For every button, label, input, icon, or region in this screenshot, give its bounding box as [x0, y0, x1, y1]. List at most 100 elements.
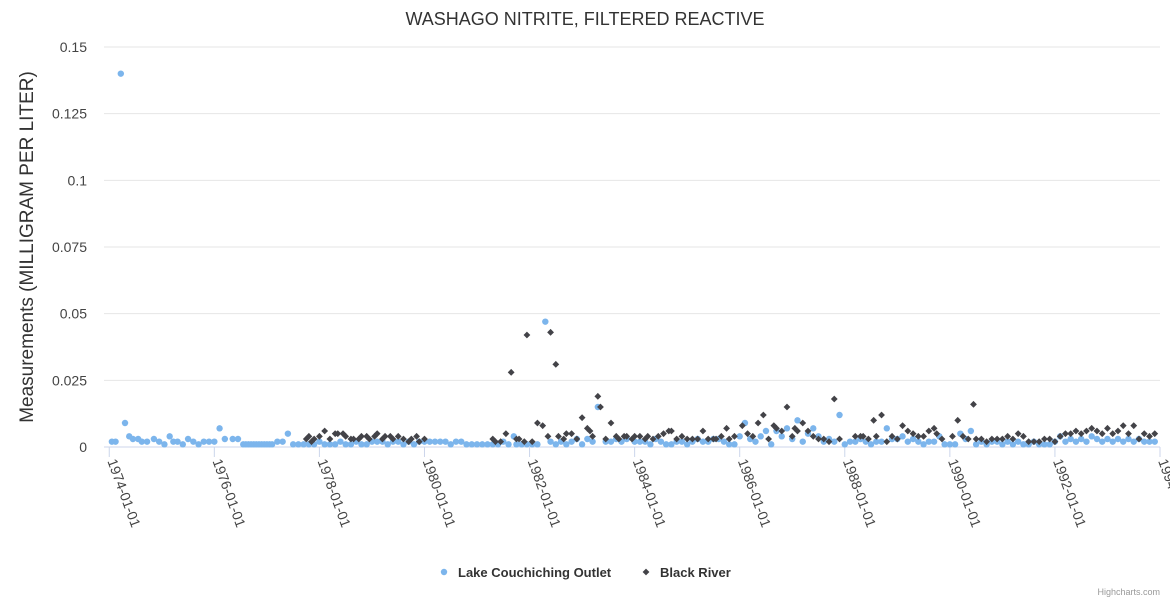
data-point [560, 435, 568, 443]
data-point [972, 435, 980, 443]
data-point [284, 430, 292, 437]
data-point [830, 395, 838, 403]
data-point [615, 435, 623, 443]
data-point [573, 435, 581, 443]
data-point [762, 427, 770, 435]
data-point [505, 441, 512, 448]
data-point [712, 435, 720, 443]
legend[interactable]: Lake Couchiching Outlet Black River [440, 565, 731, 580]
data-point [883, 438, 891, 446]
data-point [563, 441, 570, 448]
data-point [914, 432, 922, 440]
data-point [143, 438, 151, 445]
data-point [484, 441, 491, 448]
data-point [373, 438, 381, 445]
data-point [200, 438, 208, 445]
data-point [725, 435, 733, 443]
data-point [447, 441, 454, 448]
data-point [1077, 430, 1085, 438]
data-point [1014, 438, 1022, 445]
data-point [1114, 427, 1122, 435]
data-point [636, 438, 644, 445]
data-point [759, 411, 767, 419]
data-point [988, 435, 996, 443]
data-point [954, 416, 962, 424]
data-point [586, 427, 594, 435]
data-point [744, 430, 751, 438]
data-point [915, 438, 922, 445]
data-point [442, 438, 449, 445]
data-point [607, 419, 615, 427]
data-point [878, 438, 885, 445]
data-point [1051, 438, 1059, 446]
data-point [949, 432, 956, 440]
data-point [999, 441, 1006, 448]
y-tick-label: 0.025 [52, 372, 87, 388]
data-point [930, 424, 938, 432]
data-point [799, 419, 807, 427]
data-point [1088, 433, 1095, 440]
data-point [788, 432, 796, 440]
data-point [768, 441, 775, 448]
data-point [1146, 438, 1153, 445]
data-point [342, 441, 349, 448]
data-point [547, 328, 554, 336]
data-point [342, 432, 350, 440]
data-point [925, 427, 933, 435]
data-point [673, 435, 681, 443]
data-point [636, 432, 644, 440]
data-point [1072, 438, 1080, 445]
data-point [1020, 441, 1027, 448]
data-point [129, 435, 137, 443]
data-point [534, 419, 541, 427]
data-point [321, 441, 328, 448]
data-point [334, 430, 342, 438]
y-tick-label: 0.075 [52, 239, 87, 255]
data-point [794, 427, 801, 435]
data-point [578, 414, 586, 422]
data-point [1119, 422, 1127, 430]
data-point [1041, 441, 1048, 448]
data-point [410, 441, 418, 448]
data-point [544, 432, 552, 440]
data-point [967, 427, 975, 435]
data-point [497, 438, 505, 446]
data-point [479, 441, 486, 448]
data-point [305, 432, 313, 440]
data-point [852, 438, 859, 445]
data-point [736, 433, 743, 440]
data-point [1141, 438, 1148, 445]
data-point [355, 435, 363, 443]
y-tick-label: 0.15 [60, 39, 87, 55]
data-point [998, 435, 1006, 443]
data-point [983, 438, 991, 446]
data-point [694, 435, 702, 443]
data-point [1009, 435, 1017, 443]
data-point [289, 441, 297, 448]
data-point [205, 438, 213, 445]
data-point [964, 435, 972, 443]
data-point [899, 433, 906, 440]
data-point [589, 432, 596, 440]
legend-item-lake-couchiching-outlet[interactable]: Lake Couchiching Outlet [440, 565, 612, 580]
data-point [959, 432, 967, 440]
data-point [365, 435, 373, 443]
data-point [1004, 438, 1011, 445]
x-tick-label: 1988-01-01 [840, 457, 880, 530]
data-point [602, 435, 610, 443]
data-point [941, 441, 948, 448]
data-point [400, 441, 407, 448]
data-point [363, 441, 370, 448]
legend-item-black-river[interactable]: Black River [642, 565, 731, 580]
series-black-river [302, 328, 1159, 446]
data-point [1030, 438, 1038, 446]
data-point [717, 432, 725, 440]
data-point [1093, 427, 1101, 435]
data-point [867, 441, 875, 448]
data-point [463, 441, 470, 448]
data-point [384, 441, 391, 448]
data-point [810, 425, 817, 432]
credits-link[interactable]: Highcharts.com [1097, 587, 1160, 597]
x-tick-label: 1974-01-01 [104, 457, 144, 530]
data-point [731, 432, 738, 440]
